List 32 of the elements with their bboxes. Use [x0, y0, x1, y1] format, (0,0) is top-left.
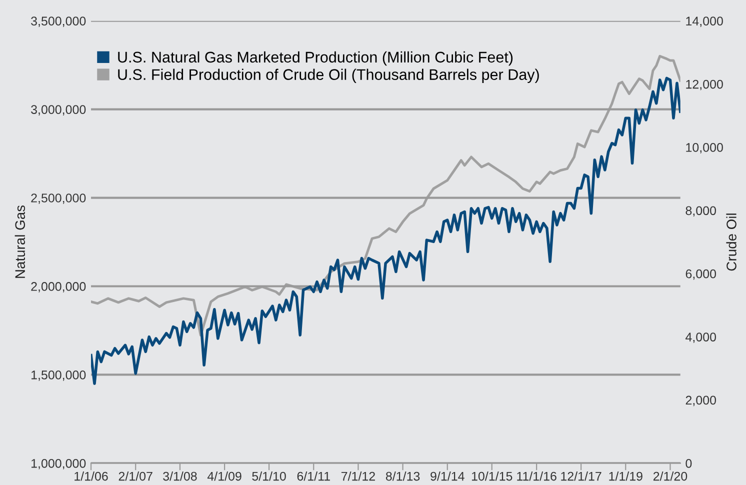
- x-tick-label: 4/1/09: [207, 472, 242, 481]
- y-axis-title: Natural Gas: [14, 205, 26, 278]
- y2-tick-label: 10,000: [686, 143, 723, 154]
- y2-tick-label: 4,000: [686, 332, 716, 343]
- y2-tick-label: 6,000: [686, 269, 716, 280]
- y2-tick-label: 8,000: [686, 206, 716, 217]
- y2-tick-label: 12,000: [686, 80, 723, 90]
- x-tick-label: 10/1/15: [472, 472, 512, 481]
- x-tick-label: 6/1/11: [297, 472, 330, 481]
- x-tick-label: 5/1/10: [252, 472, 286, 481]
- x-tick-label: 9/1/14: [430, 472, 464, 481]
- y2-axis-title: Crude Oil: [726, 214, 736, 271]
- x-tick-label: 1/1/19: [609, 472, 642, 481]
- y-tick-label: 2,500,000: [31, 194, 86, 204]
- y-tick-label: 2,000,000: [31, 282, 86, 292]
- y2-tick-label: 2,000: [686, 396, 716, 406]
- x-tick-label: 2/1/07: [118, 472, 152, 481]
- x-tick-label: 11/1/16: [517, 472, 556, 481]
- legend-label: U.S. Field Production of Crude Oil (Thousand Barrels per Day): [118, 68, 539, 83]
- x-tick-label: 12/1/17: [561, 472, 602, 481]
- legend-label: U.S. Natural Gas Marketed Production (Million Cubic Feet): [118, 51, 513, 66]
- y-tick-label: 1,500,000: [32, 370, 86, 381]
- y2-tick-label: 14,000: [686, 16, 723, 27]
- x-tick-label: 2/1/20: [653, 472, 688, 481]
- x-tick-label: 1/1/06: [74, 472, 108, 481]
- x-tick-label: 3/1/08: [163, 472, 197, 481]
- y-tick-label: 1,000,000: [32, 458, 86, 470]
- y-tick-label: 3,500,000: [31, 16, 86, 27]
- y2-tick-label: 0: [686, 458, 692, 468]
- x-tick-label: 8/1/13: [386, 472, 420, 481]
- x-tick-label: 7/1/12: [341, 472, 375, 481]
- y-tick-label: 3,000,000: [31, 105, 86, 116]
